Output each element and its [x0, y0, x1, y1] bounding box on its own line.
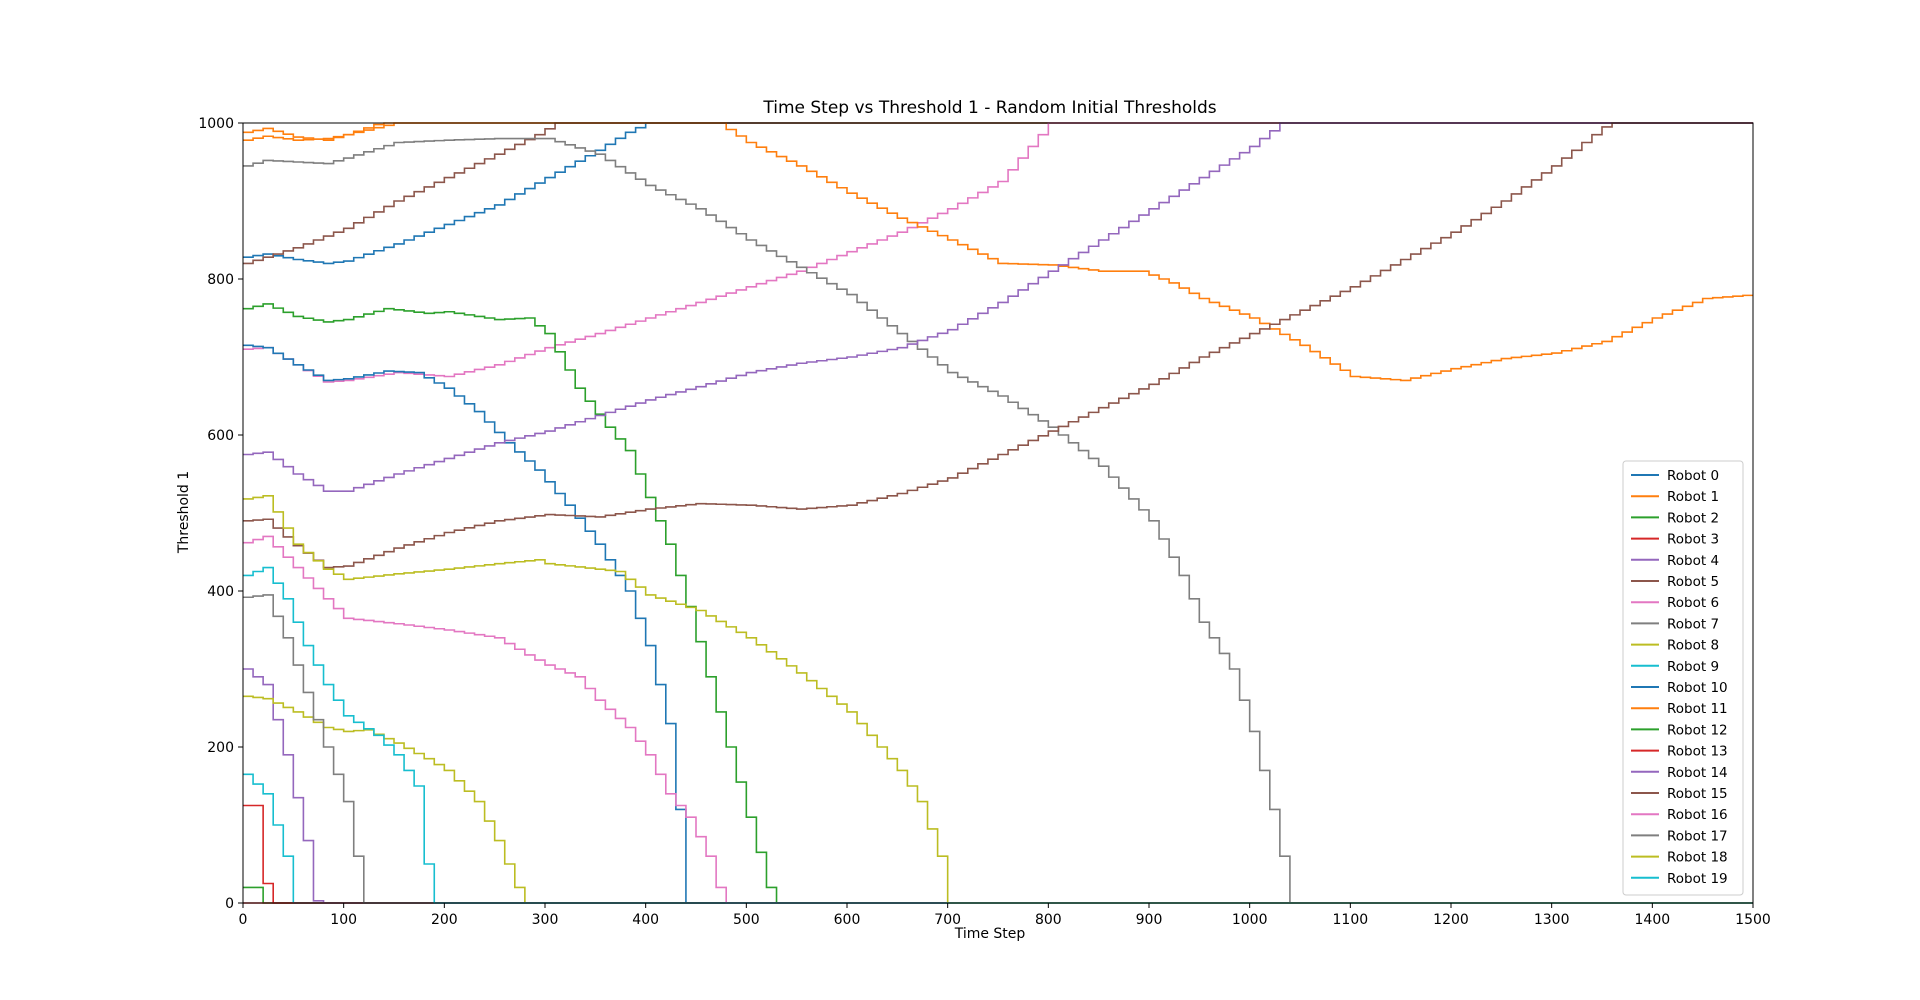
x-tick-label: 1500: [1735, 912, 1771, 928]
plot-area: [242, 122, 1754, 904]
x-tick-label: 200: [431, 912, 458, 928]
legend-entry: Robot 11: [1667, 701, 1728, 717]
legend-entry: Robot 12: [1667, 722, 1728, 738]
legend-entry: Robot 4: [1667, 553, 1719, 569]
series-line-robot-11: [243, 122, 1753, 382]
series-line-robot-2: [243, 886, 1753, 904]
legend-entry: Robot 9: [1667, 659, 1719, 675]
y-axis-label: Threshold 1: [176, 471, 192, 554]
series-line-robot-5: [243, 122, 1753, 265]
y-tick-label: 0: [225, 896, 234, 912]
series-line-robot-6: [243, 122, 1753, 383]
legend: Robot 0 Robot 1 Robot 2 Robot 3 Robot 4 Robot…: [1622, 460, 1744, 896]
series-line-robot-4: [243, 668, 1753, 904]
series-line-robot-18: [243, 495, 1753, 904]
x-tick-label: 800: [1035, 912, 1062, 928]
x-tick-label: 1300: [1534, 912, 1570, 928]
x-tick-label: 600: [834, 912, 861, 928]
y-axis: 0 200 400 600 800 1000: [198, 116, 243, 912]
x-tick-label: 700: [934, 912, 961, 928]
legend-entry: Robot 19: [1667, 871, 1728, 887]
y-tick-label: 800: [207, 272, 234, 288]
x-tick-label: 300: [532, 912, 559, 928]
x-tick-label: 400: [632, 912, 659, 928]
legend-entry: Robot 17: [1667, 828, 1728, 844]
x-tick-label: 100: [330, 912, 357, 928]
x-tick-label: 900: [1136, 912, 1163, 928]
series-line-robot-16: [243, 535, 1753, 904]
legend-entry: Robot 13: [1667, 744, 1728, 760]
legend-entry: Robot 1: [1667, 489, 1719, 505]
legend-entry: Robot 0: [1667, 468, 1719, 484]
legend-entry: Robot 7: [1667, 616, 1719, 632]
series-line-robot-0: [243, 122, 1753, 265]
x-tick-label: 1200: [1433, 912, 1469, 928]
legend-entry: Robot 2: [1667, 510, 1719, 526]
legend-entry: Robot 15: [1667, 786, 1728, 802]
legend-entry: Robot 16: [1667, 807, 1728, 823]
legend-entry: Robot 18: [1667, 850, 1728, 866]
series-line-robot-3: [243, 804, 1753, 904]
x-tick-label: 1400: [1635, 912, 1671, 928]
legend-entry: Robot 6: [1667, 595, 1719, 611]
legend-entry: Robot 3: [1667, 532, 1719, 548]
series-line-robot-7: [243, 137, 1753, 904]
legend-entry: Robot 5: [1667, 574, 1719, 590]
series-line-robot-19: [243, 566, 1753, 904]
y-tick-label: 400: [207, 584, 234, 600]
series-line-robot-10: [243, 344, 1753, 904]
x-tick-label: 1000: [1232, 912, 1268, 928]
x-tick-label: 1100: [1333, 912, 1369, 928]
x-tick-label: 500: [733, 912, 760, 928]
y-tick-label: 600: [207, 428, 234, 444]
legend-entry: Robot 10: [1667, 680, 1728, 696]
series-line-robot-8: [243, 695, 1753, 904]
y-tick-label: 1000: [198, 116, 234, 132]
plot-frame: [242, 122, 1754, 904]
series-line-robot-17: [243, 594, 1753, 904]
x-tick-label: 0: [239, 912, 248, 928]
series-line-robot-14: [243, 122, 1753, 492]
legend-entry: Robot 8: [1667, 638, 1719, 654]
x-axis-label: Time Step: [954, 926, 1026, 942]
legend-entry: Robot 14: [1667, 765, 1728, 781]
series-line-robot-9: [243, 773, 1753, 904]
y-tick-label: 200: [207, 740, 234, 756]
series-line-robot-15: [243, 122, 1753, 569]
series-line-robot-1: [243, 122, 1753, 141]
x-axis: 0 100 200 300 400 500 600 700 800 900 1000 1100 1200…: [239, 903, 1771, 928]
legend-box: [1622, 460, 1744, 896]
chart-title: Time Step vs Threshold 1 - Random Initia…: [762, 98, 1216, 118]
